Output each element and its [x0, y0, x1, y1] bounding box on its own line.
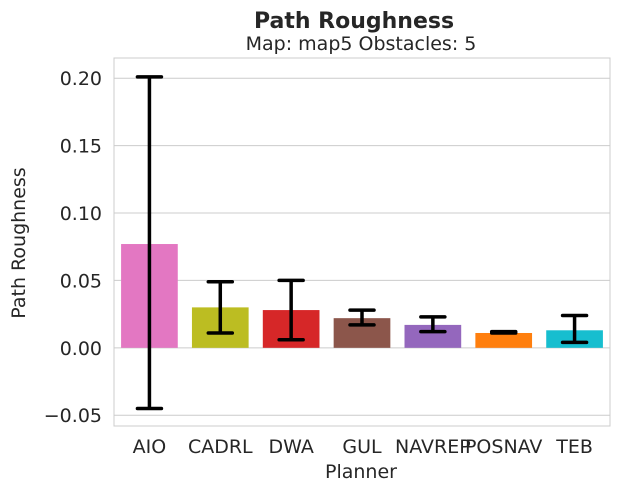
x-tick-label: AIO: [133, 436, 167, 458]
chart-subtitle: Map: map5 Obstacles: 5: [246, 33, 477, 55]
x-tick-label: GUL: [342, 436, 382, 458]
chart-title: Path Roughness: [254, 9, 454, 34]
x-tick-label: CADRL: [188, 436, 253, 458]
plot-frame: [113, 57, 611, 427]
y-tick-label: 0.10: [60, 203, 102, 225]
y-tick-label: 0.00: [60, 338, 102, 360]
x-tick-label: DWA: [268, 436, 313, 458]
y-tick-label: −0.05: [44, 405, 102, 427]
plot-area: −0.05 0.00 0.05 0.10 0.15 0.20 AIO CADRL DWA GUL N…: [44, 57, 611, 458]
x-tick-label: NAVREP: [395, 436, 471, 458]
bar: [404, 324, 462, 348]
x-tick-label: POSNAV: [465, 436, 542, 458]
y-tick-label: 0.20: [60, 68, 102, 90]
x-tick-label: TEB: [555, 436, 593, 458]
x-axis-label: Planner: [325, 461, 397, 483]
y-tick-label: 0.15: [60, 136, 102, 158]
y-tick-label: 0.05: [60, 270, 102, 292]
bar: [475, 332, 533, 348]
y-axis-label: Path Roughness: [8, 167, 30, 318]
